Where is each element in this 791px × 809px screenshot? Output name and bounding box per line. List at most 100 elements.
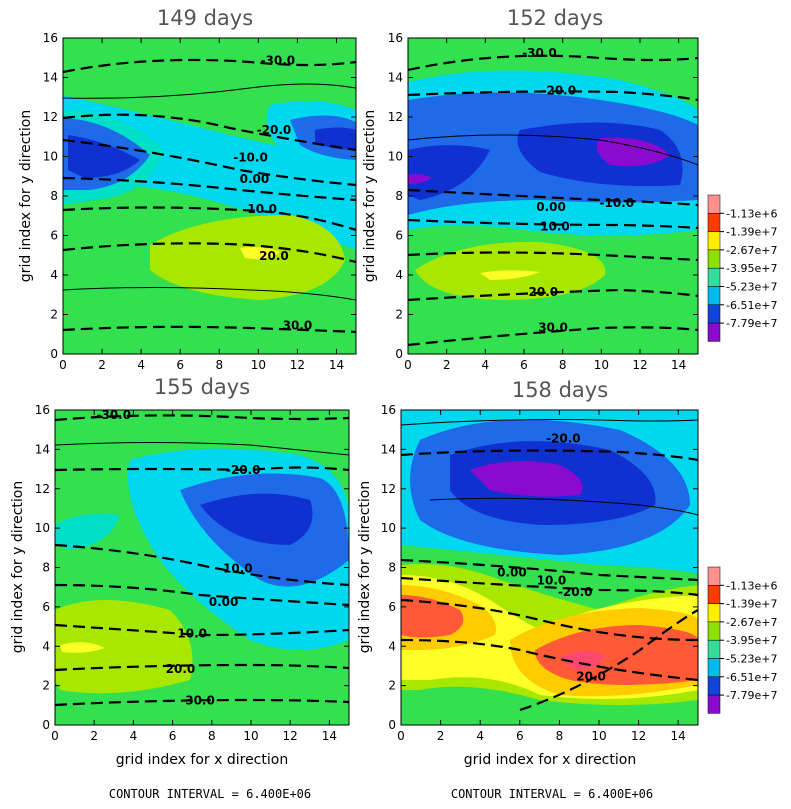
contour-label: -30.0 (261, 54, 296, 68)
contour-label: -20.0 (546, 432, 581, 446)
contour-line (55, 466, 349, 472)
y-tick-label: 14 (388, 71, 403, 85)
contour-label: 10.0 (177, 626, 207, 640)
band-yellowgreen (55, 600, 193, 694)
legend-swatch (707, 585, 721, 604)
x-tick-label: 14 (322, 729, 337, 743)
contour-line (63, 58, 356, 74)
contour-line (55, 663, 349, 672)
contour-line (408, 188, 698, 207)
contour-line (519, 609, 698, 712)
y-tick-label: 6 (395, 229, 403, 243)
contour-label: 20.0 (576, 670, 606, 684)
x-tick-label: 14 (671, 729, 686, 743)
contour-line (55, 623, 349, 637)
x-tick-label: 12 (632, 358, 647, 372)
band-purple-left (408, 174, 432, 185)
y-tick-label: 12 (388, 110, 403, 124)
x-tick-label: 4 (130, 729, 138, 743)
contour-label: -10.0 (233, 150, 268, 164)
contour-label: 10.0 (537, 573, 567, 587)
legend-label: -2.67e+7 (726, 244, 777, 257)
y-tick-label: 14 (43, 71, 58, 85)
x-tick-label: 10 (591, 729, 606, 743)
contour-line (408, 54, 698, 72)
contour-labels: -30.0 -20.0 0.00 -10.0 10.0 20.0 30.0 (522, 46, 635, 335)
contour-line (63, 113, 356, 152)
legend-swatch (707, 694, 721, 714)
band-purple (596, 137, 670, 167)
legend-swatch (707, 639, 721, 659)
x-tick-label: 0 (404, 358, 412, 372)
y-tick-label: 8 (388, 561, 396, 575)
y-tick-label: 0 (388, 718, 396, 732)
y-tick-label: 0 (42, 718, 50, 732)
y-tick-label: 12 (43, 110, 58, 124)
band-pink (560, 650, 605, 670)
x-tick-label: 6 (516, 729, 524, 743)
x-tick-label: 6 (520, 358, 528, 372)
contour-labels: -30.0 -20.0 -10.0 0.00 10.0 20.0 30.0 (97, 408, 261, 707)
x-tick-label: 2 (437, 729, 445, 743)
y-tick-label: 4 (50, 268, 58, 282)
legend-swatch (707, 286, 721, 306)
band-yellow (480, 270, 540, 280)
contour-label: 10.0 (540, 220, 570, 234)
contour-line (63, 176, 356, 202)
contour-field (55, 410, 349, 725)
y-axis-label: grid index for y direction (357, 481, 373, 653)
contour-label: -20.0 (257, 123, 292, 137)
contour-field (63, 38, 356, 354)
contour-label: -30.0 (97, 408, 132, 422)
band-dark-blue (200, 493, 313, 545)
x-tick-label: 2 (98, 358, 106, 372)
contour-line (63, 287, 356, 301)
legend-label: -2.67e+7 (726, 616, 777, 629)
y-tick-label: 2 (42, 679, 50, 693)
panel-title: 158 days (512, 378, 608, 402)
y-tick-label: 10 (43, 150, 58, 164)
legend-swatch (707, 566, 721, 586)
x-tick-label: 12 (283, 729, 298, 743)
legend-swatch (707, 621, 721, 641)
y-tick-label: 14 (381, 442, 396, 456)
x-tick-label: 14 (671, 358, 686, 372)
y-tick-label: 8 (395, 189, 403, 203)
color-legend-bottom: -1.13e+6 -1.39e+7 -2.67e+7 -3.95e+7 -5.23e+7… (707, 566, 777, 714)
legend-label: -3.95e+7 (726, 262, 777, 275)
legend-swatch (707, 267, 721, 287)
contour-line (401, 449, 698, 462)
y-tick-label: 16 (43, 31, 58, 45)
y-tick-label: 6 (388, 600, 396, 614)
legend-label: -7.79e+7 (726, 689, 777, 702)
band-dark-right (315, 127, 356, 150)
band-yellow (60, 642, 105, 653)
legend-label: -1.13e+6 (726, 207, 777, 220)
y-tick-label: 12 (381, 482, 396, 496)
contour-line (55, 583, 349, 607)
contour-line (429, 497, 698, 516)
x-tick-label: 12 (631, 729, 646, 743)
contour-line (408, 134, 698, 166)
y-tick-label: 12 (35, 482, 50, 496)
contour-lines (55, 414, 349, 707)
legend-label: -6.51e+7 (726, 299, 777, 312)
legend-swatch (707, 213, 721, 232)
y-tick-label: 0 (50, 347, 58, 361)
band-teal-left (55, 513, 120, 550)
legend-label: -5.23e+7 (726, 653, 777, 666)
y-tick-label: 16 (35, 403, 50, 417)
contour-label: 20.0 (166, 662, 196, 676)
band-dark-blue (68, 135, 140, 178)
contour-label: -10.0 (600, 196, 635, 210)
panel-152-days: 152 days -30.0 -20.0 0.00 -10.0 10.0 20.0 30.0… (362, 6, 699, 372)
x-tick-label: 10 (251, 358, 266, 372)
y-tick-label: 6 (42, 600, 50, 614)
y-tick-label: 6 (50, 229, 58, 243)
contour-line (408, 326, 698, 347)
y-tick-label: 10 (388, 150, 403, 164)
contour-line (63, 83, 356, 99)
legend-swatch (707, 603, 721, 623)
